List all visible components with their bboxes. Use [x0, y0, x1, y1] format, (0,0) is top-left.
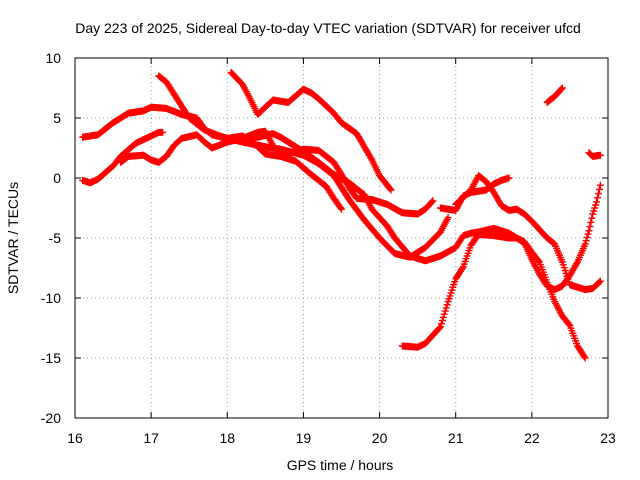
- data-point: [441, 307, 449, 315]
- x-tick-label: 16: [67, 430, 83, 446]
- data-point: [565, 320, 573, 328]
- data-point: [586, 223, 594, 231]
- data-point: [367, 154, 375, 162]
- data-point: [594, 194, 602, 202]
- series-track-7: [398, 230, 589, 362]
- series-track-12: [585, 181, 604, 235]
- x-tick-label: 23: [600, 430, 616, 446]
- data-point: [588, 214, 596, 222]
- data-point: [596, 277, 604, 285]
- x-tick-label: 19: [296, 430, 312, 446]
- series-track-9: [452, 172, 604, 294]
- data-point: [594, 190, 602, 198]
- y-tick-label: 0: [53, 170, 61, 186]
- y-tick-label: 10: [45, 50, 61, 66]
- data-point: [584, 230, 592, 238]
- data-point: [386, 185, 394, 193]
- data-point: [387, 186, 395, 194]
- axis-ticks: 16 17 18 19 20 21 22 23 -20 -15 -10 -5 0 5 10: [41, 50, 616, 446]
- series-track-6: [223, 132, 437, 218]
- data-point: [535, 257, 543, 265]
- data-point: [440, 310, 448, 318]
- data-point: [338, 205, 345, 213]
- series-track-2: [79, 128, 167, 187]
- data-point: [458, 264, 466, 272]
- data-marks: [79, 68, 604, 362]
- data-point: [582, 237, 590, 245]
- data-point: [505, 174, 513, 182]
- y-tick-label: -15: [41, 350, 61, 366]
- plot-frame: [74, 57, 609, 419]
- data-point: [159, 128, 167, 136]
- data-point: [583, 233, 591, 241]
- data-point: [581, 240, 589, 248]
- y-tick-label: -5: [49, 230, 62, 246]
- data-point: [587, 218, 595, 226]
- y-tick-label: -10: [41, 290, 61, 306]
- data-point: [595, 185, 603, 193]
- data-point: [436, 324, 444, 332]
- y-axis-label: SDTVAR / TECUs: [5, 182, 21, 294]
- x-tick-label: 21: [448, 430, 464, 446]
- series-track-11: [585, 149, 604, 160]
- data-point: [442, 304, 450, 312]
- data-point: [558, 84, 566, 92]
- data-point: [443, 301, 451, 309]
- x-tick-label: 17: [143, 430, 159, 446]
- data-point: [439, 313, 447, 321]
- data-point: [437, 320, 445, 328]
- data-point: [580, 353, 588, 360]
- x-tick-label: 22: [524, 430, 540, 446]
- y-tick-label: -20: [41, 410, 61, 426]
- grid: [75, 58, 608, 418]
- data-point: [438, 317, 446, 324]
- series-track-5: [227, 68, 395, 194]
- data-point: [428, 198, 436, 206]
- x-tick-label: 20: [372, 430, 388, 446]
- data-point: [585, 227, 593, 235]
- data-point: [596, 151, 604, 159]
- data-point: [595, 278, 603, 286]
- data-point: [436, 323, 444, 331]
- y-tick-label: 5: [53, 110, 61, 126]
- data-point: [444, 214, 452, 222]
- chart-title: Day 223 of 2025, Sidereal Day-to-day VTE…: [75, 20, 581, 36]
- data-point: [581, 354, 589, 362]
- x-tick-label: 18: [219, 430, 235, 446]
- data-point: [557, 85, 565, 93]
- data-point: [429, 197, 437, 205]
- data-point: [337, 204, 345, 212]
- data-point: [593, 198, 601, 206]
- data-point: [596, 181, 604, 189]
- x-axis-label: GPS time / hours: [287, 457, 394, 473]
- series-track-10: [543, 84, 566, 106]
